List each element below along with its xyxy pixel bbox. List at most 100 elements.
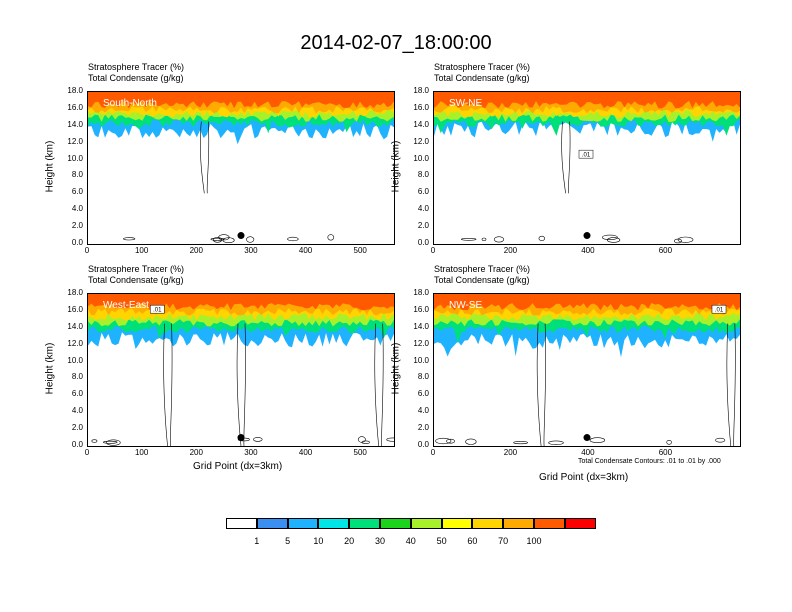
tracer-streak	[677, 92, 679, 97]
y-tick-label: 2.0	[417, 423, 429, 433]
location-marker	[583, 434, 591, 442]
tracer-streak	[666, 92, 668, 99]
location-marker	[237, 232, 245, 240]
tracer-streak	[689, 294, 691, 300]
tracer-streak	[211, 92, 214, 97]
x-tick-label: 200	[189, 448, 203, 457]
tracer-streak	[88, 294, 90, 300]
tracer-streak	[594, 294, 596, 302]
y-tick-label: 6.0	[71, 389, 83, 399]
tracer-streak	[142, 294, 144, 300]
x-tick-label: 400	[298, 246, 313, 255]
tracer-streak	[710, 92, 712, 101]
tracer-streak	[484, 294, 486, 300]
tracer-streak	[194, 92, 196, 99]
tracer-streak	[262, 294, 264, 301]
tracer-streak	[113, 294, 115, 301]
condensate-contours	[435, 323, 736, 446]
y-tick-label: 14.0	[67, 321, 83, 331]
tracer-streak	[657, 294, 659, 299]
tracer-streak	[109, 92, 111, 99]
tracer-streak	[129, 294, 131, 303]
contour-line	[435, 437, 452, 445]
x-tick-label: 400	[581, 246, 595, 255]
tracer-streak	[675, 92, 677, 101]
tracer-streak	[472, 92, 474, 98]
tracer-streak	[206, 92, 208, 95]
tracer-streak	[290, 294, 292, 297]
tracer-streak	[117, 294, 119, 299]
x-tick-label: 300	[244, 246, 258, 255]
tracer-streak	[159, 92, 161, 98]
chart-panel: .01	[433, 91, 741, 245]
x-tick-label: 500	[353, 246, 367, 255]
heatmap-svg: .01	[434, 92, 740, 244]
tracer-streak	[377, 92, 379, 100]
contour-line	[493, 236, 505, 243]
tracer-streak	[623, 294, 625, 297]
y-tick-label: 6.0	[417, 187, 429, 197]
contour-line	[446, 438, 455, 444]
tracer-streak	[498, 92, 500, 99]
y-tick-label: 2.0	[71, 221, 83, 231]
tracer-streak	[314, 92, 316, 97]
tracer-streak	[344, 92, 346, 99]
tracer-streak	[103, 294, 105, 300]
tracer-streak	[588, 294, 591, 298]
tracer-streak	[201, 92, 203, 98]
tracer-streak	[502, 92, 504, 97]
tracer-streak	[339, 92, 341, 97]
condensate-contours	[123, 121, 335, 243]
tracer-streak	[140, 294, 142, 299]
tracer-streak	[216, 92, 218, 96]
tracer-streak	[723, 294, 725, 303]
contour-line	[327, 234, 335, 241]
x-tick-label: 200	[503, 246, 518, 255]
tracer-streak	[145, 92, 147, 96]
tracer-streak	[536, 92, 539, 99]
tracer-streak	[484, 92, 486, 100]
x-axis-label: Grid Point (dx=3km)	[193, 461, 283, 472]
tracer-streak	[289, 92, 291, 97]
tracer-streak	[454, 294, 456, 300]
tracer-streak	[665, 92, 667, 98]
tracer-streak	[227, 92, 229, 97]
colorbar-swatch	[441, 518, 473, 529]
tracer-streak	[506, 294, 508, 302]
colorbar-label: 20	[344, 536, 355, 546]
y-tick-label: 6.0	[71, 187, 83, 197]
contour-label-box	[150, 304, 165, 314]
tracer-streak	[506, 92, 509, 97]
tracer-streak	[631, 92, 633, 101]
tracer-streak	[434, 92, 436, 98]
y-tick-label: 16.0	[413, 304, 429, 314]
colorbar-swatch	[380, 518, 411, 529]
tracer-streak	[689, 92, 691, 100]
colorbar-swatch	[534, 518, 565, 529]
tracer-streak	[618, 294, 620, 300]
tracer-streak	[121, 92, 123, 98]
contour-line	[210, 237, 225, 241]
tracer-streak	[282, 294, 284, 297]
tracer-streak	[252, 92, 254, 99]
tracer-streak	[250, 92, 252, 96]
x-tick-label: 100	[134, 448, 149, 457]
tracer-streak	[222, 294, 224, 298]
tracer-streak	[533, 92, 535, 100]
tracer-streak	[602, 294, 604, 303]
y-tick-label: 16.0	[67, 102, 83, 112]
tracer-streak	[654, 92, 656, 101]
page-title: 2014-02-07_18:00:00	[300, 32, 492, 54]
contour-line	[465, 438, 477, 445]
y-tick-label: 0.0	[417, 238, 429, 247]
y-tick-label: 4.0	[71, 204, 83, 214]
tracer-streak	[127, 92, 129, 98]
colorbar-swatch	[287, 518, 319, 529]
tracer-streak	[517, 92, 519, 100]
tracer-streak	[232, 294, 234, 303]
tracer-streak	[635, 92, 638, 96]
colorbar-label: 30	[374, 536, 385, 546]
tracer-streak	[704, 92, 706, 101]
tracer-streak	[271, 294, 273, 303]
region-label: NW-SE	[449, 300, 483, 311]
